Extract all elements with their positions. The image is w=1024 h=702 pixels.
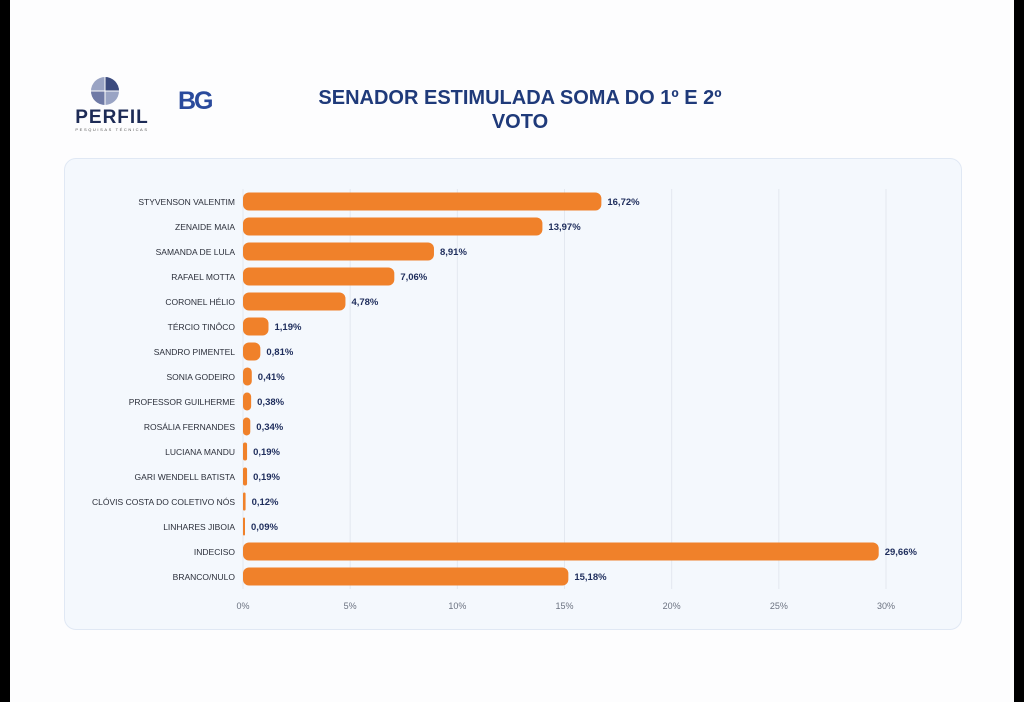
data-label: 0,09%: [251, 522, 278, 533]
chart-title: SENADOR ESTIMULADA SOMA DO 1º E 2º VOTO: [280, 86, 760, 134]
bar: [243, 467, 248, 486]
data-label: 0,19%: [253, 447, 280, 458]
bar: [243, 542, 879, 561]
bar: [243, 517, 245, 536]
category-label: SANDRO PIMENTEL: [154, 347, 236, 357]
data-label: 4,78%: [351, 297, 378, 308]
x-tick-label: 20%: [663, 601, 681, 611]
data-label: 13,97%: [548, 222, 581, 233]
perfil-logo-text: PERFIL: [75, 107, 149, 128]
chart-title-line-2: VOTO: [491, 111, 549, 133]
chart-title-line-1: SENADOR ESTIMULADA SOMA DO 1º E 2º: [318, 87, 722, 109]
data-label: 1,19%: [275, 322, 302, 333]
bar: [243, 417, 251, 436]
category-label: TÉRCIO TINÔCO: [168, 322, 236, 332]
x-tick-label: 0%: [236, 601, 249, 611]
data-label: 0,81%: [266, 347, 293, 358]
x-tick-label: 25%: [770, 601, 788, 611]
category-label: ROSÁLIA FERNANDES: [144, 422, 235, 432]
chart-card: 0% 5% 10% 15% 20% 25% 30% STYVENSON VALENTIM 16,…: [64, 158, 962, 630]
x-tick-label: 10%: [448, 601, 466, 611]
data-label: 8,91%: [440, 247, 467, 258]
x-tick-label: 5%: [344, 601, 357, 611]
data-label: 29,66%: [885, 547, 918, 558]
category-label: INDECISO: [194, 547, 235, 557]
bg-logo: BG: [178, 87, 214, 115]
bar: [243, 242, 434, 261]
data-label: 0,38%: [257, 397, 284, 408]
x-tick-label: 30%: [877, 601, 895, 611]
category-label: CORONEL HÉLIO: [165, 297, 235, 307]
category-label: SAMANDA DE LULA: [156, 247, 236, 257]
category-label: RAFAEL MOTTA: [171, 272, 235, 282]
perfil-logo-tagline: PESQUISAS TÉCNICAS: [75, 127, 149, 132]
bar: [243, 392, 252, 411]
bar: [243, 192, 602, 211]
bar: [243, 267, 395, 286]
category-label: CLÓVIS COSTA DO COLETIVO NÓS: [92, 497, 235, 507]
bar: [243, 492, 246, 511]
slide-page: PERFIL PESQUISAS TÉCNICAS BG SENADOR EST…: [10, 0, 1014, 702]
bar: [243, 567, 569, 586]
category-label: LUCIANA MANDU: [165, 447, 235, 457]
category-label: LINHARES JIBOIA: [163, 522, 235, 532]
category-label: ZENAIDE MAIA: [175, 222, 235, 232]
data-label: 16,72%: [607, 197, 640, 208]
bar: [243, 317, 269, 336]
category-label: STYVENSON VALENTIM: [138, 197, 235, 207]
data-label: 0,34%: [256, 422, 283, 433]
data-label: 7,06%: [400, 272, 427, 283]
bar: [243, 442, 248, 461]
data-label: 0,19%: [253, 472, 280, 483]
bar: [243, 342, 261, 361]
globe-icon: [91, 77, 119, 105]
bar: [243, 217, 543, 236]
category-label: BRANCO/NULO: [173, 572, 236, 582]
category-label: SONIA GODEIRO: [167, 372, 236, 382]
data-label: 15,18%: [574, 572, 607, 583]
bar: [243, 367, 252, 386]
bar: [243, 292, 346, 311]
x-tick-label: 15%: [555, 601, 573, 611]
category-label: GARI WENDELL BATISTA: [135, 472, 236, 482]
category-label: PROFESSOR GUILHERME: [129, 397, 236, 407]
perfil-logo: PERFIL PESQUISAS TÉCNICAS: [62, 74, 162, 132]
data-label: 0,12%: [252, 497, 279, 508]
data-label: 0,41%: [258, 372, 285, 383]
bar-chart: 0% 5% 10% 15% 20% 25% 30% STYVENSON VALENTIM 16,…: [92, 189, 918, 611]
